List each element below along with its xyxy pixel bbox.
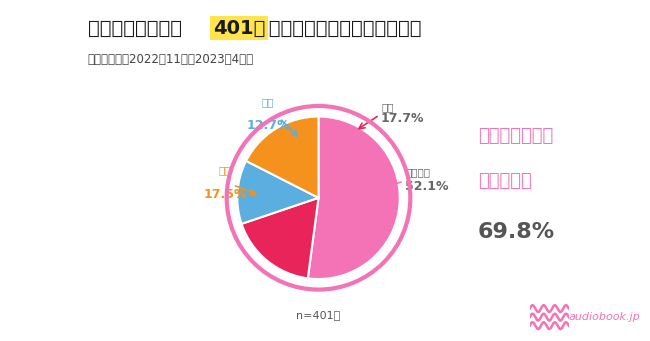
Wedge shape — [308, 117, 400, 279]
Text: audiobook.jp: audiobook.jp — [569, 312, 640, 322]
Text: 401人: 401人 — [213, 19, 266, 38]
Text: 耳で聴く学習が: 耳で聴く学習が — [478, 128, 553, 145]
Wedge shape — [237, 161, 318, 224]
Text: 言語感覚: 言語感覚 — [406, 167, 430, 177]
Wedge shape — [246, 117, 318, 198]
Text: 52.1%: 52.1% — [406, 180, 449, 193]
Text: n=401人: n=401人 — [296, 310, 341, 320]
Text: 触覚: 触覚 — [219, 165, 231, 175]
Text: 視覚: 視覚 — [262, 97, 274, 107]
Text: 69.8%: 69.8% — [478, 222, 555, 242]
Text: 12.7%: 12.7% — [246, 119, 290, 132]
Text: 17.7%: 17.7% — [381, 113, 424, 125]
Text: 17.5%: 17.5% — [203, 188, 247, 201]
Text: 聴覚: 聴覚 — [381, 102, 393, 112]
Text: （調査期間：2022年11月～2023年4月）: （調査期間：2022年11月～2023年4月） — [88, 53, 254, 66]
Text: ビジネスパーソン: ビジネスパーソン — [88, 19, 188, 38]
Text: 合っている: 合っている — [478, 172, 532, 190]
Text: の学習スタイル（優位感覚）: の学習スタイル（優位感覚） — [262, 19, 421, 38]
Wedge shape — [242, 198, 318, 278]
